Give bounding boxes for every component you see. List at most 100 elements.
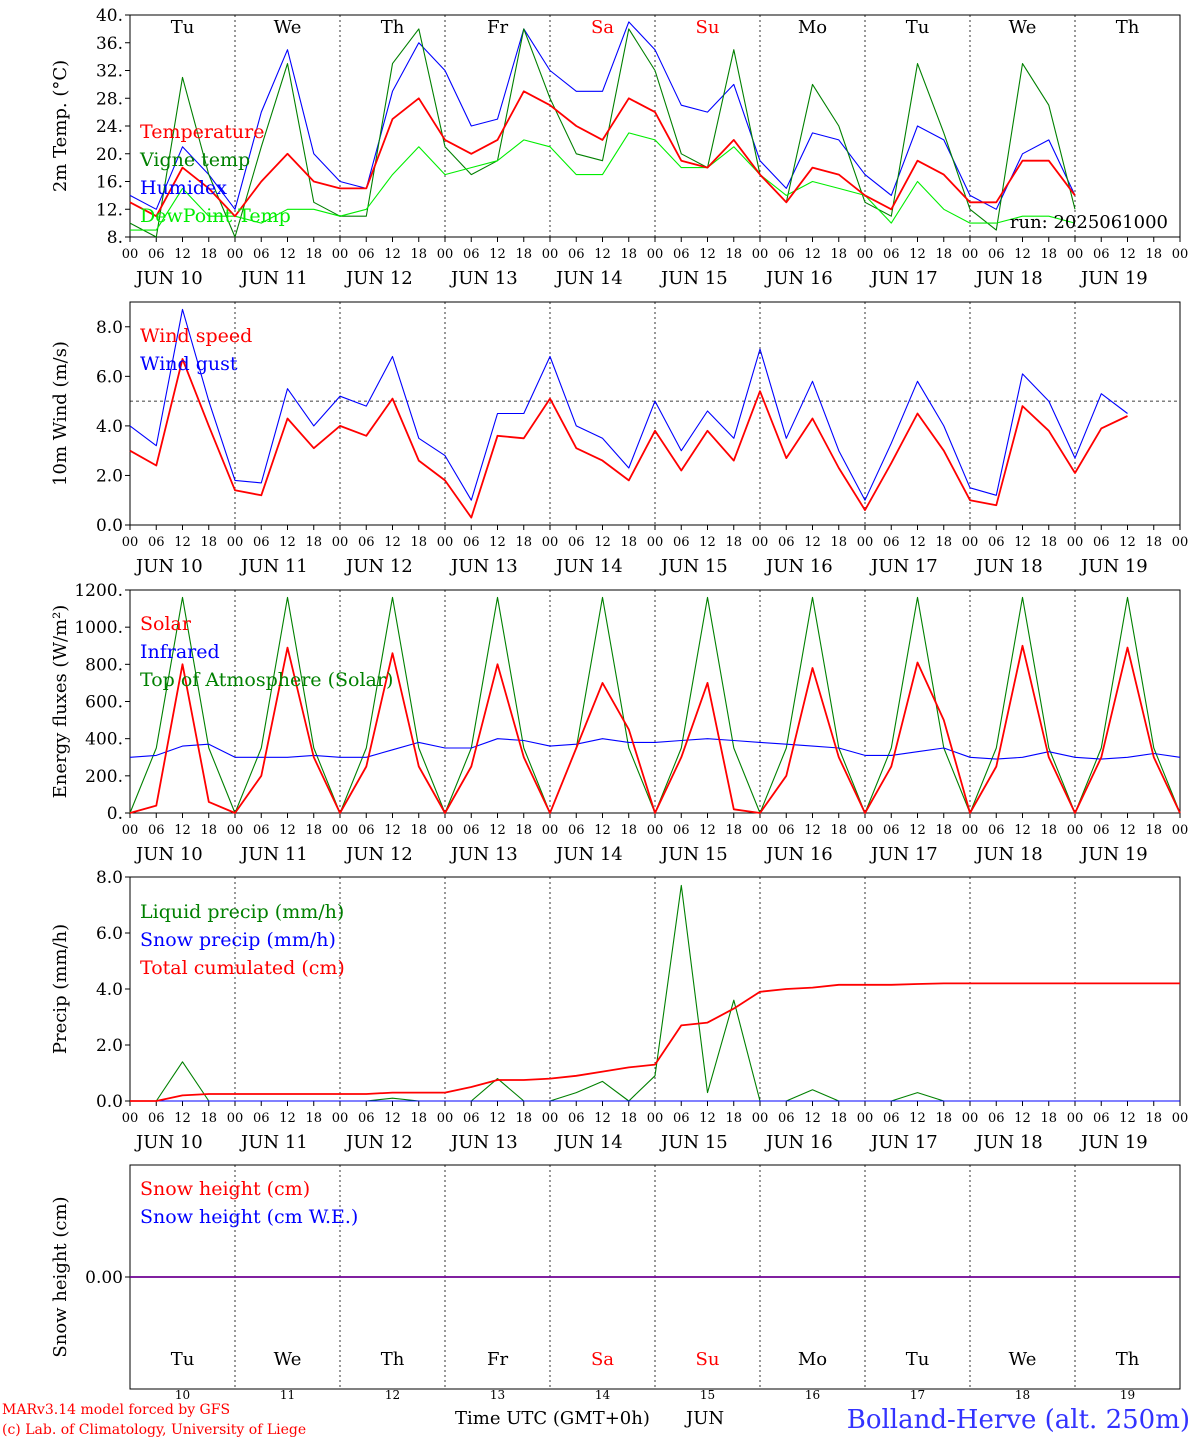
hour-tick-label: 00 bbox=[437, 1111, 454, 1126]
hour-tick-label: 12 bbox=[174, 1111, 191, 1126]
hour-tick-label: 00 bbox=[1172, 1111, 1189, 1126]
hour-tick-label: 12 bbox=[909, 1111, 926, 1126]
hour-tick-label: 12 bbox=[699, 823, 716, 838]
hour-tick-label: 06 bbox=[1093, 535, 1110, 550]
hour-tick-label: 18 bbox=[200, 823, 217, 838]
hour-tick-label: 00 bbox=[857, 1111, 874, 1126]
date-label: JUN 16 bbox=[764, 844, 833, 865]
y-tick-label: 8.0 bbox=[96, 868, 123, 888]
hour-tick-label: 06 bbox=[778, 535, 795, 550]
day-number-label: 13 bbox=[490, 1388, 505, 1402]
y-tick-label: 800. bbox=[85, 655, 123, 675]
hour-tick-label: 06 bbox=[358, 823, 375, 838]
hour-tick-label: 12 bbox=[384, 1111, 401, 1126]
date-label: JUN 13 bbox=[449, 268, 518, 289]
date-label: JUN 11 bbox=[239, 268, 308, 289]
hour-tick-label: 12 bbox=[279, 535, 296, 550]
y-tick-label: 8. bbox=[107, 228, 123, 248]
date-label: JUN 17 bbox=[869, 556, 938, 577]
series-line-dewpoint-temp bbox=[130, 132, 1076, 231]
y-axis-label: 10m Wind (m/s) bbox=[50, 341, 71, 486]
hour-tick-label: 00 bbox=[1172, 247, 1189, 262]
day-number-label: 11 bbox=[280, 1388, 295, 1402]
hour-tick-label: 12 bbox=[804, 247, 821, 262]
hour-tick-label: 18 bbox=[305, 247, 322, 262]
hour-tick-label: 18 bbox=[725, 535, 742, 550]
date-label: JUN 12 bbox=[344, 556, 413, 577]
y-tick-label: 32. bbox=[96, 62, 123, 82]
y-tick-label: 12. bbox=[96, 200, 123, 220]
hour-tick-label: 00 bbox=[962, 823, 979, 838]
y-tick-label: 40. bbox=[96, 6, 123, 26]
hour-tick-label: 12 bbox=[1014, 823, 1031, 838]
series-line-humidex bbox=[129, 21, 1076, 210]
panel-2: 0.0 2.0 4.0 6.0 8.0 10m Wind (m/s) 00 06 12 18 JUN… bbox=[50, 301, 1188, 577]
hour-tick-label: 18 bbox=[1040, 823, 1057, 838]
date-label: JUN 19 bbox=[1079, 844, 1148, 865]
hour-tick-label: 00 bbox=[1067, 823, 1084, 838]
hour-tick-label: 00 bbox=[857, 535, 874, 550]
y-tick-label: 8.0 bbox=[96, 318, 123, 338]
hour-tick-label: 00 bbox=[857, 247, 874, 262]
hour-tick-label: 06 bbox=[568, 1111, 585, 1126]
hour-tick-label: 06 bbox=[778, 823, 795, 838]
legend-temperature: Temperature bbox=[140, 121, 264, 143]
hour-tick-label: 00 bbox=[122, 535, 139, 550]
hour-tick-label: 00 bbox=[1067, 247, 1084, 262]
weekday-label: Tu bbox=[171, 17, 195, 38]
hour-tick-label: 00 bbox=[857, 823, 874, 838]
hour-tick-label: 06 bbox=[988, 823, 1005, 838]
weekday-label: We bbox=[1009, 1349, 1037, 1370]
day-number-label: 15 bbox=[700, 1388, 715, 1402]
date-label: JUN 18 bbox=[974, 844, 1043, 865]
date-label: JUN 14 bbox=[554, 844, 623, 865]
hour-tick-label: 12 bbox=[804, 535, 821, 550]
date-label: JUN 17 bbox=[869, 1132, 938, 1153]
hour-tick-label: 06 bbox=[1093, 1111, 1110, 1126]
hour-tick-label: 00 bbox=[752, 1111, 769, 1126]
date-label: JUN 13 bbox=[449, 844, 518, 865]
y-tick-label: 16. bbox=[96, 173, 123, 193]
station-title: Bolland-Herve (alt. 250m) bbox=[847, 1405, 1190, 1435]
day-number-label: 14 bbox=[595, 1388, 611, 1402]
hour-tick-label: 18 bbox=[305, 535, 322, 550]
day-number-label: 12 bbox=[385, 1388, 400, 1402]
y-axis-label: Energy fluxes (W/m²) bbox=[50, 605, 71, 799]
y-tick-label: 6.0 bbox=[96, 367, 123, 387]
hour-tick-label: 06 bbox=[148, 247, 165, 262]
weekday-label: Th bbox=[381, 17, 405, 38]
day-number-label: 17 bbox=[910, 1388, 925, 1402]
hour-tick-label: 06 bbox=[253, 1111, 270, 1126]
weekday-label: Mo bbox=[798, 17, 827, 38]
hour-tick-label: 00 bbox=[122, 1111, 139, 1126]
hour-tick-label: 12 bbox=[384, 247, 401, 262]
hour-tick-label: 12 bbox=[489, 1111, 506, 1126]
legend-wind-speed: Wind speed bbox=[140, 325, 252, 347]
day-number-label: 10 bbox=[175, 1388, 190, 1402]
hour-tick-label: 12 bbox=[279, 247, 296, 262]
weekday-label: Mo bbox=[798, 1349, 827, 1370]
hour-tick-label: 06 bbox=[673, 823, 690, 838]
hour-tick-label: 06 bbox=[253, 535, 270, 550]
date-label: JUN 15 bbox=[659, 844, 728, 865]
hour-tick-label: 06 bbox=[148, 535, 165, 550]
day-number-label: 19 bbox=[1120, 1388, 1135, 1402]
y-tick-label: 400. bbox=[85, 730, 123, 750]
y-tick-label: 200. bbox=[85, 767, 123, 787]
hour-tick-label: 00 bbox=[437, 247, 454, 262]
legend-humidex: Humidex bbox=[140, 177, 227, 199]
y-tick-label: 28. bbox=[96, 89, 123, 109]
hour-tick-label: 00 bbox=[647, 1111, 664, 1126]
hour-tick-label: 06 bbox=[463, 247, 480, 262]
hour-tick-label: 12 bbox=[1014, 535, 1031, 550]
date-label: JUN 17 bbox=[869, 268, 938, 289]
hour-tick-label: 18 bbox=[410, 1111, 427, 1126]
y-tick-label: 1000. bbox=[74, 618, 123, 638]
hour-tick-label: 06 bbox=[988, 247, 1005, 262]
series-line-infrared bbox=[129, 738, 1181, 760]
y-tick-label: 24. bbox=[96, 117, 123, 137]
x-axis-month: JUN bbox=[684, 1408, 724, 1429]
hour-tick-label: 06 bbox=[148, 823, 165, 838]
y-tick-label: 0.0 bbox=[96, 516, 123, 536]
